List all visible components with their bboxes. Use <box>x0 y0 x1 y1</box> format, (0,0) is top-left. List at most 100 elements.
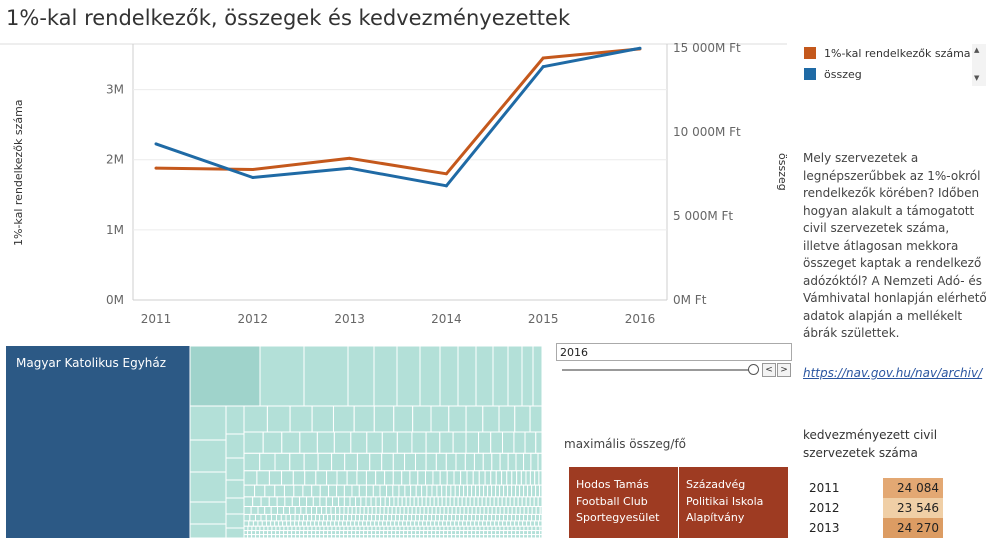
treemap-tile[interactable] <box>441 484 447 498</box>
treemap-tile[interactable] <box>471 506 477 515</box>
treemap-tile[interactable] <box>511 506 517 515</box>
treemap-tile[interactable] <box>383 525 389 532</box>
treemap-tile[interactable] <box>511 530 517 536</box>
treemap-tile[interactable] <box>399 530 405 536</box>
treemap-tile[interactable] <box>271 534 277 538</box>
treemap-tile[interactable] <box>359 513 365 522</box>
treemap-tile[interactable] <box>398 520 404 527</box>
treemap-tile[interactable] <box>419 506 425 515</box>
treemap-tile[interactable] <box>535 484 541 498</box>
treemap-tile[interactable] <box>475 506 481 515</box>
treemap-tile[interactable] <box>402 520 408 527</box>
treemap-tile[interactable] <box>534 470 540 486</box>
treemap-tile[interactable] <box>346 520 352 527</box>
treemap-tile[interactable] <box>530 452 539 472</box>
treemap-tile[interactable] <box>347 525 353 532</box>
treemap-tile[interactable] <box>243 534 249 538</box>
treemap-tile[interactable] <box>518 520 524 527</box>
treemap-tile[interactable] <box>506 520 512 527</box>
treemap-tile[interactable] <box>331 525 337 532</box>
treemap-tile[interactable] <box>527 525 533 532</box>
treemap-tile[interactable] <box>386 520 392 527</box>
treemap-tile[interactable] <box>271 530 277 536</box>
treemap-tile[interactable] <box>531 513 537 522</box>
treemap-tile[interactable] <box>507 452 517 472</box>
treemap-tile[interactable] <box>471 484 477 498</box>
treemap-tile[interactable] <box>326 520 332 527</box>
treemap-tile[interactable] <box>243 452 261 472</box>
treemap-tile[interactable] <box>404 484 412 498</box>
treemap-tile[interactable] <box>463 530 469 536</box>
treemap-tile[interactable] <box>369 452 383 472</box>
treemap-tile[interactable] <box>265 513 272 522</box>
treemap-tile[interactable] <box>387 534 393 538</box>
treemap-tile[interactable] <box>410 520 416 527</box>
treemap-tile[interactable] <box>365 496 372 508</box>
treemap-tile[interactable] <box>302 520 308 527</box>
treemap-tile[interactable] <box>419 534 425 538</box>
treemap-tile[interactable] <box>430 405 450 433</box>
treemap-tile[interactable] <box>418 520 424 527</box>
treemap-tile[interactable] <box>225 433 245 459</box>
treemap-tile[interactable] <box>289 452 305 472</box>
treemap-tile[interactable] <box>475 513 481 522</box>
treemap-tile[interactable] <box>375 534 381 538</box>
treemap-tile[interactable] <box>189 405 227 441</box>
treemap-tile[interactable] <box>427 513 433 522</box>
treemap-tile[interactable] <box>534 520 540 527</box>
treemap-tile[interactable] <box>225 497 245 515</box>
treemap-tile[interactable] <box>503 513 509 522</box>
treemap-tile[interactable] <box>423 534 429 538</box>
point-count[interactable] <box>444 172 448 176</box>
treemap-tile[interactable] <box>532 346 542 407</box>
treemap-tile[interactable] <box>327 534 333 538</box>
treemap-tile[interactable] <box>492 346 509 407</box>
treemap-tile[interactable] <box>306 520 312 527</box>
treemap-tile[interactable] <box>254 513 262 522</box>
treemap-tile[interactable] <box>266 405 291 433</box>
treemap-tile[interactable] <box>425 431 441 454</box>
treemap-tile[interactable] <box>495 530 501 536</box>
treemap-tile[interactable] <box>463 513 469 522</box>
treemap-tile[interactable] <box>467 506 473 515</box>
treemap-tile[interactable] <box>519 530 525 536</box>
treemap-tile[interactable] <box>367 525 373 532</box>
treemap-tile[interactable] <box>450 484 456 498</box>
treemap-tile[interactable] <box>397 496 403 508</box>
treemap-tile[interactable] <box>531 506 537 515</box>
treemap-tile[interactable] <box>274 452 291 472</box>
treemap-tile[interactable] <box>328 484 338 498</box>
treemap-tile[interactable] <box>359 530 365 536</box>
treemap-tile[interactable] <box>482 405 500 433</box>
treemap-tile[interactable] <box>387 506 393 515</box>
treemap-tile[interactable] <box>381 452 394 472</box>
treemap-tile[interactable] <box>419 346 441 407</box>
treemap-tile[interactable] <box>482 520 488 527</box>
treemap-tile[interactable] <box>391 530 397 536</box>
scroll-down-icon[interactable]: ▼ <box>974 74 980 82</box>
treemap-tile[interactable] <box>427 530 433 536</box>
treemap-tile[interactable] <box>411 525 417 532</box>
treemap-tile[interactable] <box>263 534 269 538</box>
treemap-tile[interactable] <box>457 346 477 407</box>
treemap-tile[interactable] <box>525 496 531 508</box>
year-filter-field[interactable]: 2016 <box>556 343 792 361</box>
prev-year-button[interactable]: < <box>762 363 776 377</box>
treemap-tile[interactable] <box>423 506 429 515</box>
treemap-tile[interactable] <box>479 506 485 515</box>
treemap-tile[interactable] <box>531 534 537 538</box>
treemap-tile[interactable] <box>267 525 273 532</box>
treemap-tile[interactable] <box>521 496 527 508</box>
treemap-tile[interactable] <box>523 534 529 538</box>
treemap-tile[interactable] <box>459 506 465 515</box>
treemap-tile[interactable] <box>507 525 513 532</box>
treemap-tile[interactable] <box>275 525 281 532</box>
treemap-tile[interactable] <box>275 513 282 522</box>
treemap-tile[interactable] <box>495 484 501 498</box>
treemap-tile[interactable] <box>483 530 489 536</box>
treemap-tile[interactable] <box>435 513 441 522</box>
treemap-tile[interactable] <box>274 484 285 498</box>
treemap-tile[interactable] <box>519 525 525 532</box>
treemap-tile[interactable] <box>421 496 427 508</box>
treemap-tile[interactable] <box>319 484 330 498</box>
